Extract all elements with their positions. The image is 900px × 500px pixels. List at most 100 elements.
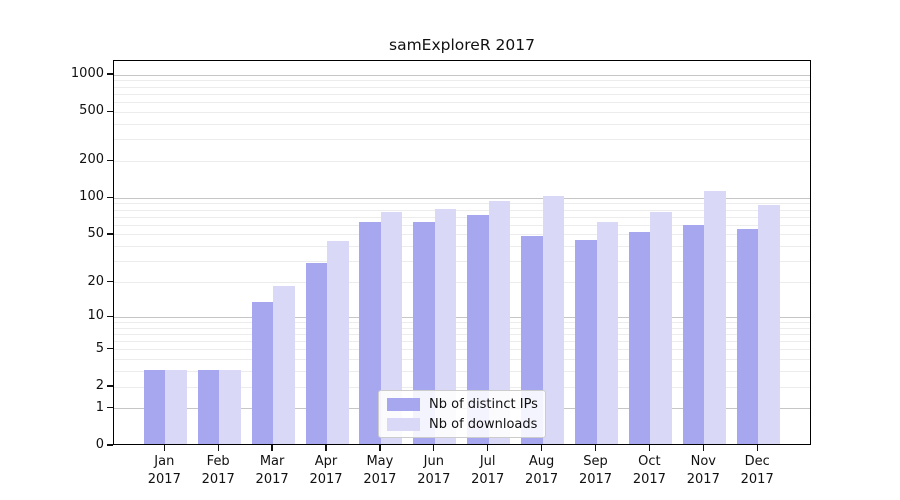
y-tick-mark <box>107 407 113 409</box>
bar-jan-distinct-ips <box>143 369 166 444</box>
x-tick-mark <box>163 444 165 451</box>
x-tick-mark <box>648 444 651 451</box>
bar-oct-downloads <box>650 211 672 444</box>
minor-gridline <box>114 341 810 343</box>
minor-gridline <box>114 86 810 88</box>
legend-label-distinct-ips: Nb of distinct IPs <box>429 396 538 412</box>
x-tick-mark <box>379 444 381 451</box>
minor-gridline <box>114 93 810 95</box>
minor-gridline <box>114 333 810 335</box>
legend-label-downloads: Nb of downloads <box>429 416 538 432</box>
minor-gridline <box>114 203 810 205</box>
y-tick-mark <box>107 444 113 446</box>
minor-gridline <box>114 80 810 82</box>
y-tick-mark <box>107 280 113 283</box>
minor-gridline <box>114 321 810 323</box>
bar-nov-downloads <box>704 191 726 444</box>
minor-gridline <box>114 327 810 329</box>
y-tick-label-1000: 1000 <box>70 66 104 82</box>
minor-gridline <box>114 386 810 388</box>
y-tick-mark <box>107 159 113 161</box>
y-tick-mark <box>107 196 113 198</box>
major-gridline <box>114 197 810 199</box>
x-tick-label-mar: Mar 2017 <box>255 454 289 487</box>
x-tick-mark <box>540 444 543 451</box>
y-tick-label-200: 200 <box>79 152 104 168</box>
x-tick-mark <box>433 444 435 451</box>
bar-mar-distinct-ips <box>251 302 274 444</box>
chart-title: samExploreR 2017 <box>389 36 535 54</box>
bar-apr-downloads <box>327 240 349 444</box>
bar-may-downloads <box>380 211 403 444</box>
minor-gridline <box>114 139 810 141</box>
x-tick-label-jan: Jan 2017 <box>147 454 181 487</box>
x-tick-label-sep: Sep 2017 <box>578 454 613 487</box>
minor-gridline <box>114 349 810 351</box>
bar-jun-downloads <box>434 209 457 444</box>
x-tick-mark <box>487 444 489 451</box>
bar-may-distinct-ips <box>359 221 381 444</box>
x-tick-mark <box>271 444 273 451</box>
y-tick-label-100: 100 <box>79 189 104 205</box>
minor-gridline <box>114 359 810 361</box>
bar-feb-distinct-ips <box>197 369 220 444</box>
x-tick-label-may: May 2017 <box>363 454 397 487</box>
bar-jul-distinct-ips <box>467 215 489 444</box>
bar-oct-distinct-ips <box>628 231 651 444</box>
bar-sep-distinct-ips <box>575 239 597 444</box>
y-tick-mark <box>107 233 113 235</box>
x-tick-label-apr: Apr 2017 <box>309 454 343 487</box>
minor-gridline <box>114 261 810 263</box>
minor-gridline <box>114 282 810 284</box>
minor-gridline <box>114 209 810 211</box>
legend-swatch-distinct-ips-icon <box>387 397 420 411</box>
legend-entry-downloads: Nb of downloads <box>387 417 537 432</box>
x-tick-label-jul: Jul 2017 <box>471 454 505 487</box>
y-tick-label-0: 0 <box>95 437 104 452</box>
y-tick-label-50: 50 <box>87 225 104 241</box>
y-tick-mark <box>107 315 113 317</box>
y-tick-label-500: 500 <box>79 103 104 119</box>
minor-gridline <box>114 234 810 236</box>
y-tick-mark <box>107 385 113 387</box>
minor-gridline <box>114 160 810 162</box>
x-tick-mark <box>702 444 704 451</box>
bar-dec-downloads <box>758 204 780 444</box>
y-tick-label-1: 1 <box>95 399 104 415</box>
x-tick-label-aug: Aug 2017 <box>525 454 559 487</box>
x-tick-mark <box>217 444 219 451</box>
minor-gridline <box>114 246 810 248</box>
x-tick-label-feb: Feb 2017 <box>201 454 235 487</box>
major-gridline <box>114 316 810 318</box>
y-tick-label-2: 2 <box>95 378 104 394</box>
legend: Nb of distinct IPs Nb of downloads <box>378 390 546 438</box>
bar-feb-downloads <box>219 369 241 444</box>
x-tick-mark <box>325 444 327 451</box>
bar-jul-downloads <box>488 201 511 444</box>
x-tick-label-oct: Oct 2017 <box>632 454 666 487</box>
x-tick-label-dec: Dec 2017 <box>740 454 774 487</box>
bar-aug-downloads <box>542 196 565 444</box>
y-tick-label-5: 5 <box>95 340 104 356</box>
y-tick-label-10: 10 <box>87 308 104 324</box>
minor-gridline <box>114 224 810 226</box>
x-tick-label-jun: Jun 2017 <box>417 454 451 487</box>
bar-mar-downloads <box>273 285 295 444</box>
y-tick-mark <box>107 73 113 75</box>
bar-jun-distinct-ips <box>413 222 435 444</box>
minor-gridline <box>114 371 810 373</box>
minor-gridline <box>114 101 810 103</box>
bar-nov-distinct-ips <box>682 225 705 444</box>
major-gridline <box>114 74 810 76</box>
x-tick-mark <box>594 444 597 451</box>
y-tick-label-20: 20 <box>87 273 104 289</box>
plot-area <box>113 60 811 445</box>
minor-gridline <box>114 123 810 125</box>
bar-sep-downloads <box>596 221 618 444</box>
bar-dec-distinct-ips <box>736 228 759 444</box>
x-tick-label-nov: Nov 2017 <box>686 454 720 487</box>
legend-entry-distinct-ips: Nb of distinct IPs <box>387 396 538 412</box>
minor-gridline <box>114 216 810 218</box>
y-tick-mark <box>107 348 113 350</box>
